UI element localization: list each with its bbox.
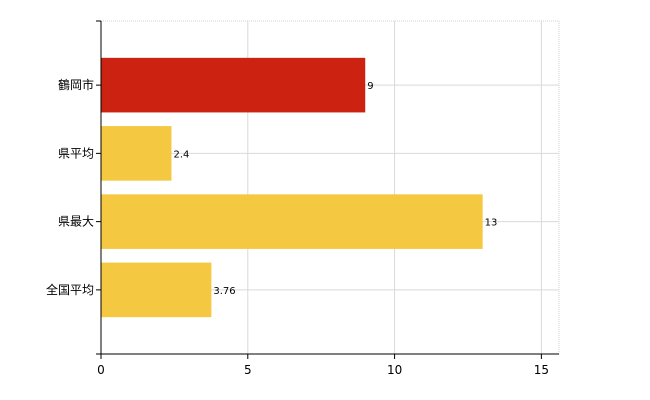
axes [96, 20, 559, 359]
category-label: 県最大 [58, 215, 94, 229]
bar [101, 194, 483, 249]
x-tick-label: 0 [97, 363, 105, 377]
category-label: 全国平均 [46, 282, 94, 297]
bar [101, 57, 366, 113]
data-label: 2.4 [173, 149, 189, 160]
bar [101, 262, 212, 318]
x-tick-label: 15 [534, 363, 549, 377]
data-label: 3.76 [213, 286, 235, 297]
category-label: 県平均 [58, 146, 94, 160]
data-label: 13 [485, 218, 498, 229]
data-label: 9 [367, 81, 373, 92]
x-tick-label: 5 [244, 363, 252, 377]
bars [101, 57, 483, 318]
category-label: 鶴岡市 [58, 77, 94, 92]
bar [101, 126, 172, 181]
x-tick-label: 10 [387, 363, 402, 377]
